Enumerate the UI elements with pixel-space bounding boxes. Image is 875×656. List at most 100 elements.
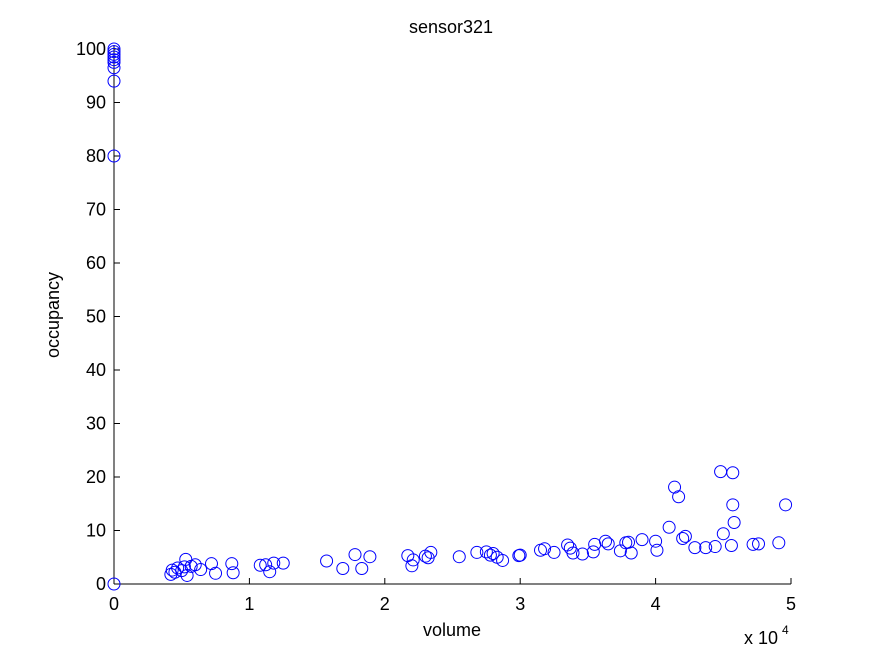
y-tick-label: 40 <box>86 360 106 380</box>
data-point <box>672 490 686 504</box>
x-tick-label: 4 <box>651 594 661 614</box>
data-point <box>276 556 290 570</box>
data-point <box>226 566 240 580</box>
data-point <box>470 545 484 559</box>
data-point <box>107 61 121 75</box>
data-point <box>513 548 527 562</box>
data-point <box>601 537 615 551</box>
y-tick-label: 30 <box>86 414 106 434</box>
x-tick-label: 0 <box>109 594 119 614</box>
data-point <box>486 547 500 561</box>
data-point <box>405 559 419 573</box>
chart-title: sensor321 <box>409 17 493 37</box>
data-point <box>688 541 702 555</box>
x-multiplier-exponent: 4 <box>782 623 789 637</box>
data-point <box>107 149 121 163</box>
data-point <box>586 545 600 559</box>
data-point <box>225 557 239 571</box>
x-multiplier-base: x 10 <box>744 628 778 648</box>
data-point <box>752 537 766 551</box>
y-axis-label: occupancy <box>43 272 63 358</box>
data-point <box>483 548 497 562</box>
data-point <box>180 568 194 582</box>
y-tick-label: 80 <box>86 146 106 166</box>
x-tick-label: 5 <box>786 594 796 614</box>
data-point <box>650 543 664 557</box>
x-ticks: 0 1 2 3 4 5 <box>109 578 796 614</box>
y-tick-label: 90 <box>86 93 106 113</box>
data-point <box>676 532 690 546</box>
data-point <box>320 554 334 568</box>
data-point <box>772 536 786 550</box>
data-point <box>588 537 602 551</box>
x-axis-label: volume <box>423 620 481 640</box>
data-point <box>107 53 121 67</box>
data-point <box>716 527 730 541</box>
data-point <box>336 561 350 575</box>
data-point <box>267 556 281 570</box>
x-tick-label: 3 <box>515 594 525 614</box>
data-point <box>363 550 377 564</box>
y-ticks: 0 10 20 30 40 50 60 70 80 90 100 <box>76 39 120 594</box>
data-point <box>107 577 121 591</box>
data-point <box>561 538 575 552</box>
data-point <box>649 534 663 548</box>
data-point <box>204 557 218 571</box>
data-point <box>622 535 636 549</box>
data-point <box>107 74 121 88</box>
x-axis-multiplier: x 10 4 <box>744 623 789 648</box>
data-point <box>714 465 728 479</box>
data-point <box>668 480 682 494</box>
y-tick-label: 20 <box>86 467 106 487</box>
data-point <box>355 561 369 575</box>
data-point <box>726 498 740 512</box>
y-tick-label: 100 <box>76 39 106 59</box>
y-tick-label: 0 <box>96 574 106 594</box>
data-point <box>547 545 561 559</box>
data-point <box>194 563 208 577</box>
data-point <box>165 563 179 577</box>
data-point <box>624 546 638 560</box>
data-point <box>678 529 692 543</box>
data-point <box>263 565 277 579</box>
data-point <box>699 541 713 555</box>
data-point <box>175 564 189 578</box>
data-point <box>107 50 121 64</box>
data-point <box>479 545 493 559</box>
data-point <box>538 542 552 556</box>
data-point <box>452 550 466 564</box>
y-tick-label: 60 <box>86 253 106 273</box>
data-point <box>259 558 273 572</box>
data-point <box>171 561 185 575</box>
axes <box>113 45 791 585</box>
data-point <box>348 548 362 562</box>
data-point <box>107 55 121 69</box>
data-point <box>726 466 740 480</box>
data-point <box>107 45 121 59</box>
y-tick-label: 10 <box>86 521 106 541</box>
data-points <box>107 42 793 591</box>
y-tick-label: 50 <box>86 307 106 327</box>
y-tick-label: 70 <box>86 200 106 220</box>
data-point <box>188 558 202 572</box>
data-point <box>406 553 420 567</box>
data-point <box>209 566 223 580</box>
x-tick-label: 2 <box>380 594 390 614</box>
x-tick-label: 1 <box>244 594 254 614</box>
data-point <box>566 546 580 560</box>
data-point <box>599 534 613 548</box>
data-point <box>779 498 793 512</box>
data-point <box>107 42 121 56</box>
data-point <box>635 533 649 547</box>
data-point <box>107 47 121 61</box>
data-point <box>424 545 438 559</box>
data-point <box>253 558 267 572</box>
data-point <box>724 538 738 552</box>
data-point <box>177 560 191 574</box>
data-point <box>746 537 760 551</box>
data-point <box>727 515 741 529</box>
data-point <box>575 547 589 561</box>
data-point <box>496 553 510 567</box>
data-point <box>662 520 676 534</box>
